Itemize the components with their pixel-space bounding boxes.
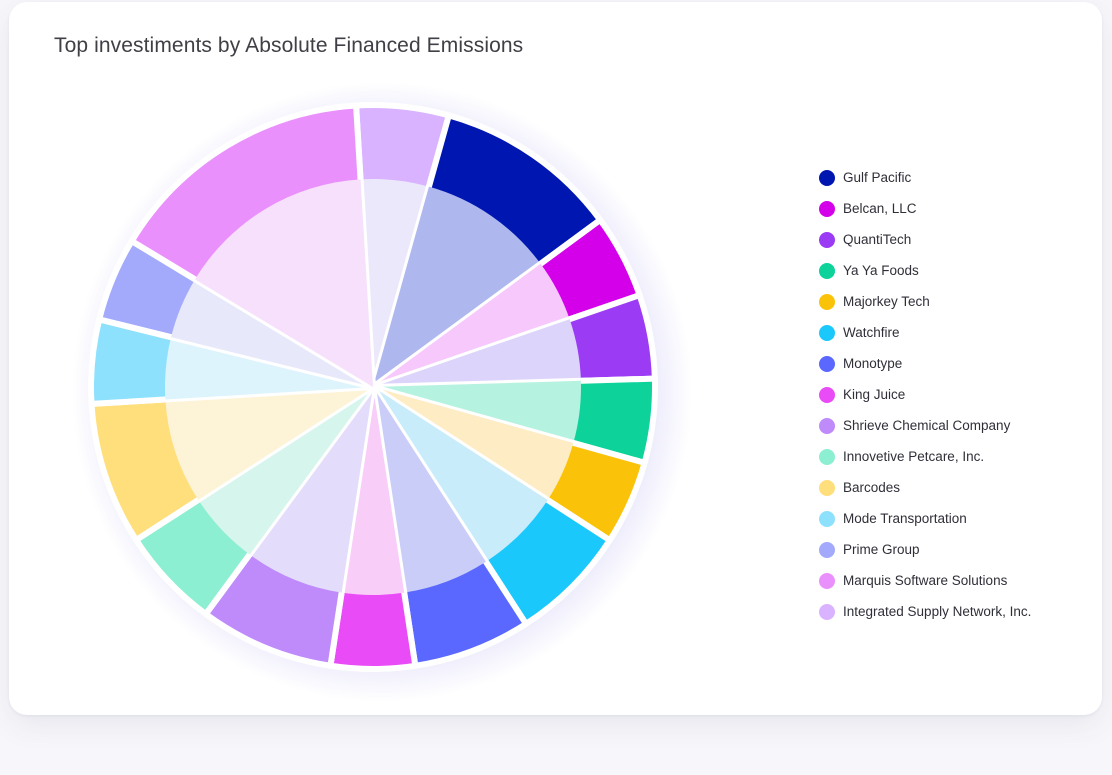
legend-label: Monotype <box>843 356 903 371</box>
legend-swatch <box>819 448 835 465</box>
legend-swatch <box>819 479 835 496</box>
legend-label: Gulf Pacific <box>843 170 912 185</box>
legend-swatch <box>819 200 835 217</box>
legend-item[interactable]: Monotype <box>819 348 1031 379</box>
chart-legend: Gulf Pacific Belcan, LLC QuantiTech Ya Ya F… <box>819 162 1031 627</box>
legend-item[interactable]: Watchfire <box>819 317 1031 348</box>
chart-title: Top investiments by Absolute Financed Em… <box>54 34 524 57</box>
legend-item[interactable]: Belcan, LLC <box>819 193 1031 224</box>
legend-label: Mode Transportation <box>843 511 967 526</box>
legend-item[interactable]: QuantiTech <box>819 224 1031 255</box>
pie-slice-inner-watchfire <box>373 387 548 562</box>
pie-slice-inner-gulf-pacific <box>373 186 541 387</box>
legend-item[interactable]: King Juice <box>819 379 1031 410</box>
legend-label: Integrated Supply Network, Inc. <box>843 604 1032 619</box>
legend-swatch <box>819 324 835 341</box>
legend-item[interactable]: Barcodes <box>819 472 1031 503</box>
legend-label: Barcodes <box>843 480 901 495</box>
pie-slice-inner-integrated-supply-network-inc <box>360 179 429 387</box>
legend-swatch <box>819 231 835 248</box>
legend-swatch <box>819 386 835 403</box>
legend-label: Ya Ya Foods <box>843 263 919 278</box>
pie-chart <box>72 82 692 702</box>
pie-slices <box>88 102 658 672</box>
legend-swatch <box>819 541 835 558</box>
legend-label: Watchfire <box>843 325 900 340</box>
legend-item[interactable]: Prime Group <box>819 534 1031 565</box>
legend-label: Innovetive Petcare, Inc. <box>843 449 985 464</box>
legend-swatch <box>819 417 835 434</box>
legend-swatch <box>819 572 835 589</box>
legend-item[interactable]: Gulf Pacific <box>819 162 1031 193</box>
pie-slice-inner-marquis-software-solutions <box>195 179 373 387</box>
pie-slice-inner-majorkey-tech <box>373 387 574 501</box>
pie-slice-inner-monotype <box>373 387 486 593</box>
pie-slice-inner-belcan-llc <box>373 263 570 387</box>
legend-item[interactable]: Ya Ya Foods <box>819 255 1031 286</box>
pie-slice-inner-barcodes <box>165 387 373 500</box>
chart-card: Top investiments by Absolute Financed Em… <box>9 2 1102 715</box>
pie-slice-inner-quantitech <box>373 319 581 387</box>
legend-item[interactable]: Innovetive Petcare, Inc. <box>819 441 1031 472</box>
pie-slice-inner-king-juice <box>341 387 405 595</box>
legend-label: QuantiTech <box>843 232 912 247</box>
legend-label: Shrieve Chemical Company <box>843 418 1011 433</box>
legend-item[interactable]: Majorkey Tech <box>819 286 1031 317</box>
pie-slice-inner-innovetive-petcare-inc <box>198 387 373 555</box>
pie-slice-inner-ya-ya-foods <box>373 380 582 443</box>
legend-swatch <box>819 603 835 620</box>
legend-label: Prime Group <box>843 542 920 557</box>
pie-slice-inner-prime-group <box>171 279 373 387</box>
legend-label: Marquis Software Solutions <box>843 573 1008 588</box>
legend-swatch <box>819 293 835 310</box>
legend-item[interactable]: Marquis Software Solutions <box>819 565 1031 596</box>
legend-swatch <box>819 262 835 279</box>
legend-item[interactable]: Shrieve Chemical Company <box>819 410 1031 441</box>
legend-label: King Juice <box>843 387 906 402</box>
legend-swatch <box>819 510 835 527</box>
legend-item[interactable]: Mode Transportation <box>819 503 1031 534</box>
legend-label: Belcan, LLC <box>843 201 917 216</box>
pie-chart-area <box>9 2 769 715</box>
pie-slice-inner-shrieve-chemical-company <box>249 387 373 593</box>
pie-slice-inner-mode-transportation <box>164 337 373 400</box>
legend-label: Majorkey Tech <box>843 294 930 309</box>
legend-swatch <box>819 169 835 186</box>
legend-item[interactable]: Integrated Supply Network, Inc. <box>819 596 1031 627</box>
legend-swatch <box>819 355 835 372</box>
